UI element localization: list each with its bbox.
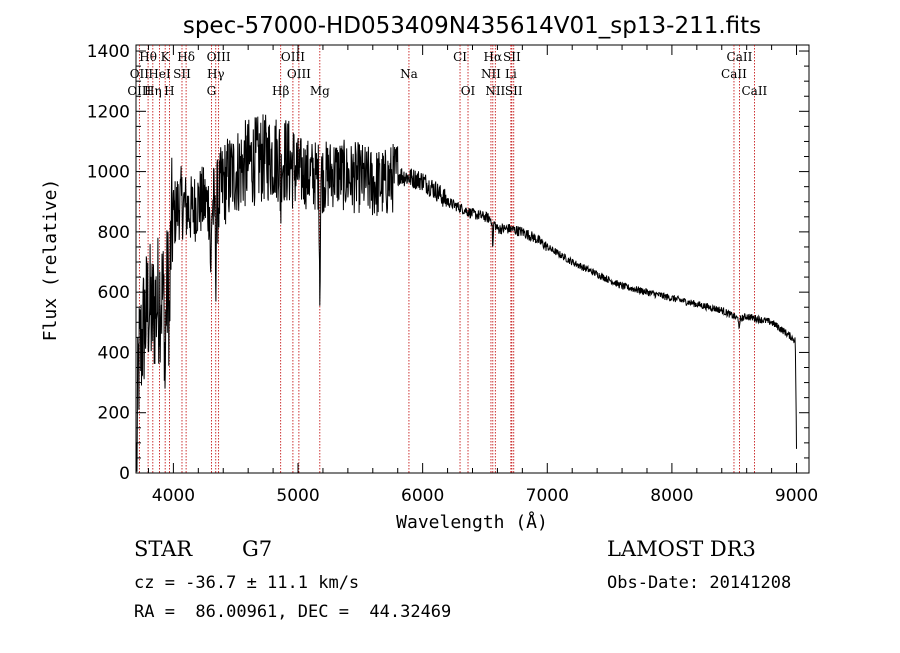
y-tick-label: 800 [98,223,130,243]
line-label: SII [505,84,523,98]
line-label: Mg [310,84,330,98]
line-label: K [161,50,171,64]
redshift-velocity: cz = -36.7 ± 11.1 km/s [134,573,360,593]
x-tick-label: 8000 [650,486,693,506]
line-label: Hβ [272,84,289,98]
line-label: OIII [281,50,305,64]
line-label: OII [130,67,150,81]
sky-coordinates: RA = 86.00961, DEC = 44.32469 [134,602,452,622]
y-tick-label: 1200 [87,102,130,122]
line-label: G [207,84,217,98]
x-axis-label: Wavelength (Å) [396,511,548,533]
y-tick-label: 1000 [87,163,130,183]
line-label: Hδ [177,50,195,64]
line-label: CaII [721,67,747,81]
x-tick-label: 9000 [775,486,818,506]
line-label: SII [173,67,191,81]
line-marker-layer [138,45,755,473]
y-tick-label: 0 [119,464,130,484]
line-label: OIII [127,84,151,98]
y-axis-label: Flux (relative) [40,179,61,342]
line-label: Li [505,67,517,81]
x-tick-label: 5000 [276,486,319,506]
line-label: CI [453,50,467,64]
y-tick-label: 600 [98,283,130,303]
line-label: OIII [207,50,231,64]
plot-frame [135,44,810,474]
line-label: OIII [287,67,311,81]
chart-title: spec-57000-HD053409N435614V01_sp13-211.f… [183,13,761,39]
line-label: Na [400,67,418,81]
line-label: Hη [144,84,162,98]
line-label: OI [461,84,476,98]
line-label: CaII [727,50,753,64]
x-tick-label: 4000 [152,486,195,506]
x-tick-label: 6000 [401,486,444,506]
line-label: HeI [148,67,171,81]
line-label: Hγ [207,67,225,81]
line-label: NII [485,84,505,98]
y-tick-label: 400 [98,343,130,363]
x-tick-label: 7000 [526,486,569,506]
survey-name: LAMOST DR3 [607,537,756,561]
axis-ticks: 4000 5000 6000 7000 8000 9000 0 200 400 600 800 100… [87,42,818,506]
object-class: STAR [134,537,193,561]
spectrum-line [136,114,797,472]
line-label: NII [481,67,501,81]
y-tick-label: 200 [98,404,130,424]
subclass: G7 [242,537,273,561]
line-label: SII [503,50,521,64]
line-label: Hθ [139,50,157,64]
line-label: H [164,84,174,98]
line-label: CaII [741,84,767,98]
y-tick-label: 1400 [87,42,130,62]
observation-date: Obs-Date: 20141208 [607,573,792,593]
line-label: Hα [484,50,503,64]
